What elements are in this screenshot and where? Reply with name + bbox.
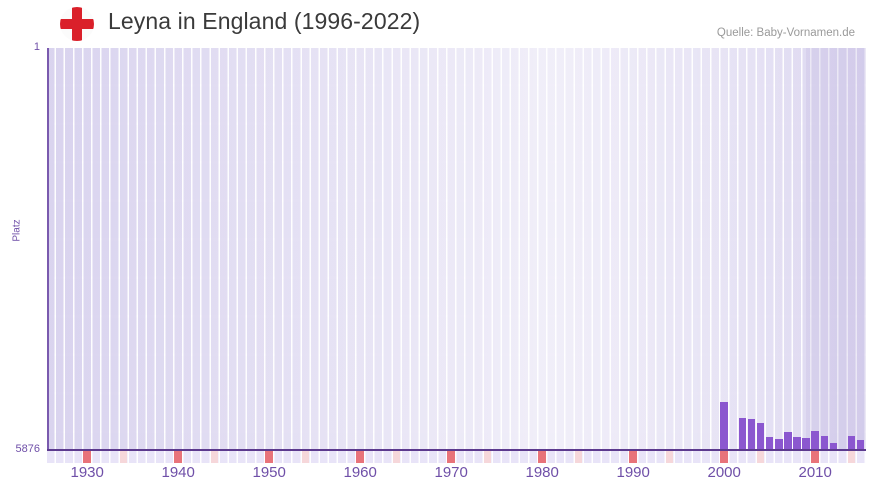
x-tick-1980 (538, 451, 546, 463)
x-tick-1950 (265, 451, 273, 463)
plot-area (47, 48, 866, 450)
flag-cross-vertical (72, 7, 82, 41)
x-tick-minor-1934 (119, 451, 128, 463)
page-title: Leyna in England (1996-2022) (108, 8, 421, 34)
x-axis-label-2010: 2010 (798, 464, 832, 481)
bar-series (47, 48, 866, 450)
x-tick-2010 (811, 451, 819, 463)
bar-2004[interactable] (756, 423, 765, 450)
y-axis-line (47, 48, 49, 450)
x-axis-label-2000: 2000 (707, 464, 741, 481)
tick-strip-grid (47, 451, 866, 463)
source-attribution: Quelle: Baby-Vornamen.de (716, 27, 855, 39)
x-tick-minor-1984 (574, 451, 583, 463)
bar-2003[interactable] (747, 419, 756, 450)
x-axis-label-1970: 1970 (434, 464, 468, 481)
x-tick-minor-1974 (483, 451, 492, 463)
x-tick-1930 (83, 451, 91, 463)
x-tick-minor-1994 (665, 451, 674, 463)
bar-2006[interactable] (775, 439, 783, 450)
bar-2008[interactable] (793, 437, 801, 450)
bar-2010[interactable] (811, 431, 819, 450)
x-tick-1960 (356, 451, 364, 463)
bar-2002[interactable] (738, 418, 747, 450)
x-tick-1970 (447, 451, 455, 463)
y-axis-tick-label-top: 1 (33, 41, 40, 53)
x-tick-2000 (720, 451, 728, 463)
chart-header: Leyna in England (1996-2022) Quelle: Bab… (0, 0, 873, 48)
x-axis-label-1940: 1940 (161, 464, 195, 481)
x-axis-label-1980: 1980 (525, 464, 559, 481)
y-axis-tick-label-bottom: 5876 (15, 443, 40, 455)
bar-2014[interactable] (847, 436, 856, 450)
x-tick-1990 (629, 451, 637, 463)
x-tick-minor-1964 (392, 451, 401, 463)
x-tick-minor-2014 (847, 451, 856, 463)
bar-2005[interactable] (765, 437, 774, 450)
x-axis-label-1950: 1950 (252, 464, 286, 481)
bar-2007[interactable] (784, 432, 792, 450)
x-axis-label-1960: 1960 (343, 464, 377, 481)
bar-2009[interactable] (802, 438, 810, 450)
x-axis-line (47, 449, 866, 451)
x-tick-minor-1954 (301, 451, 310, 463)
bar-2011[interactable] (820, 436, 829, 450)
x-axis-tick-labels: 1930194019501960197019801990200020102020 (0, 464, 873, 490)
x-axis-tick-strip (47, 451, 866, 463)
x-tick-minor-1944 (210, 451, 219, 463)
x-tick-1940 (174, 451, 182, 463)
y-axis-title: Platz (11, 219, 23, 242)
x-tick-minor-2004 (756, 451, 765, 463)
england-flag-icon (60, 7, 94, 41)
bar-2015[interactable] (856, 440, 865, 450)
bar-2012[interactable] (829, 443, 838, 450)
x-axis-label-1930: 1930 (70, 464, 104, 481)
x-axis-label-1990: 1990 (616, 464, 650, 481)
bar-2000[interactable] (720, 402, 728, 450)
